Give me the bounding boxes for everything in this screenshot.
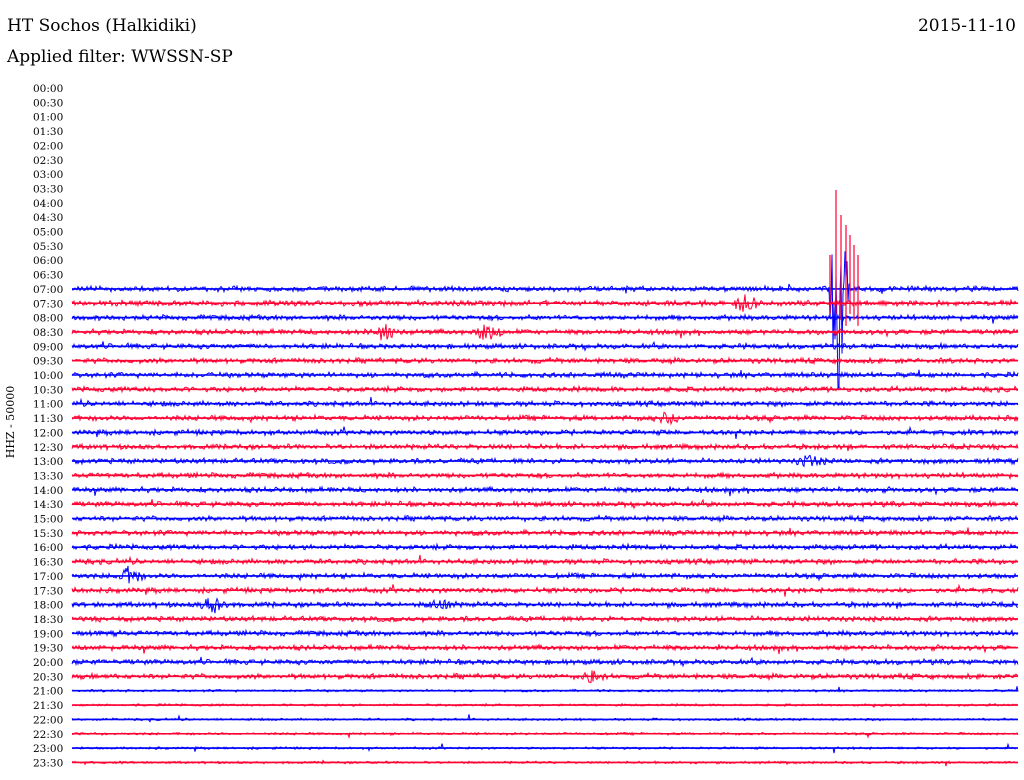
time-label-0000: 00:00 xyxy=(33,83,63,95)
time-label-0430: 04:30 xyxy=(33,212,63,224)
time-label-2200: 22:00 xyxy=(33,714,63,726)
time-label-2130: 21:30 xyxy=(33,700,63,712)
time-label-0900: 09:00 xyxy=(33,341,63,353)
time-label-1900: 19:00 xyxy=(33,628,63,640)
trace-1100 xyxy=(71,397,1019,409)
time-label-2230: 22:30 xyxy=(33,729,63,741)
time-label-1430: 14:30 xyxy=(33,499,63,511)
trace-0700 xyxy=(71,251,1019,390)
time-label-1400: 14:00 xyxy=(33,485,63,497)
time-label-0600: 06:00 xyxy=(33,255,63,267)
time-label-1500: 15:00 xyxy=(33,514,63,526)
time-label-1600: 16:00 xyxy=(33,542,63,554)
time-label-1700: 17:00 xyxy=(33,571,63,583)
time-label-0500: 05:00 xyxy=(33,227,63,239)
time-label-2330: 23:30 xyxy=(33,757,63,769)
time-label-1130: 11:30 xyxy=(33,413,63,425)
trace-1700 xyxy=(71,565,1019,584)
seismic-traces xyxy=(71,190,1019,767)
time-label-0630: 06:30 xyxy=(33,270,63,282)
time-label-0330: 03:30 xyxy=(33,183,63,195)
time-label-0730: 07:30 xyxy=(33,298,63,310)
time-label-0700: 07:00 xyxy=(33,284,63,296)
time-label-0530: 05:30 xyxy=(33,241,63,253)
time-label-0400: 04:00 xyxy=(33,198,63,210)
trace-2200 xyxy=(71,714,1018,723)
trace-1900 xyxy=(71,628,1019,638)
time-label-2000: 20:00 xyxy=(33,657,63,669)
trace-1800 xyxy=(71,597,1018,614)
time-label-1000: 10:00 xyxy=(33,370,63,382)
time-label-1800: 18:00 xyxy=(33,600,63,612)
time-label-1930: 19:30 xyxy=(33,643,63,655)
trace-2330 xyxy=(71,759,1019,767)
trace-1000 xyxy=(71,369,1019,380)
time-label-1300: 13:00 xyxy=(33,456,63,468)
time-label-0930: 09:30 xyxy=(33,356,63,368)
time-label-1830: 18:30 xyxy=(33,614,63,626)
time-label-2030: 20:30 xyxy=(33,671,63,683)
time-label-2300: 23:00 xyxy=(33,743,63,755)
time-label-0100: 01:00 xyxy=(33,112,63,124)
time-label-0830: 08:30 xyxy=(33,327,63,339)
trace-1530 xyxy=(71,527,1019,538)
trace-1630 xyxy=(71,554,1019,567)
time-label-0200: 02:00 xyxy=(33,140,63,152)
trace-1430 xyxy=(71,498,1019,510)
station-title: HT Sochos (Halkidiki) xyxy=(7,16,197,36)
time-label-1630: 16:30 xyxy=(33,557,63,569)
trace-0800 xyxy=(71,312,1019,324)
time-label-1100: 11:00 xyxy=(33,399,63,411)
time-label-1330: 13:30 xyxy=(33,470,63,482)
plot-date: 2015-11-10 xyxy=(917,16,1016,36)
filter-label: Applied filter: WWSSN-SP xyxy=(7,47,233,67)
time-label-0300: 03:00 xyxy=(33,169,63,181)
time-label-1200: 12:00 xyxy=(33,427,63,439)
trace-1400 xyxy=(71,485,1019,497)
time-label-0230: 02:30 xyxy=(33,155,63,167)
time-label-2100: 21:00 xyxy=(33,686,63,698)
time-label-0130: 01:30 xyxy=(33,126,63,138)
time-label-0800: 08:00 xyxy=(33,313,63,325)
time-label-0030: 00:30 xyxy=(33,97,63,109)
time-label-1030: 10:30 xyxy=(33,384,63,396)
time-label-1230: 12:30 xyxy=(33,442,63,454)
trace-1930 xyxy=(71,642,1019,655)
time-label-1530: 15:30 xyxy=(33,528,63,540)
time-tick-labels: 00:00 00:30 01:00 01:30 02:00 02:30 03:00 03:30… xyxy=(33,83,63,769)
time-label-1730: 17:30 xyxy=(33,585,63,597)
